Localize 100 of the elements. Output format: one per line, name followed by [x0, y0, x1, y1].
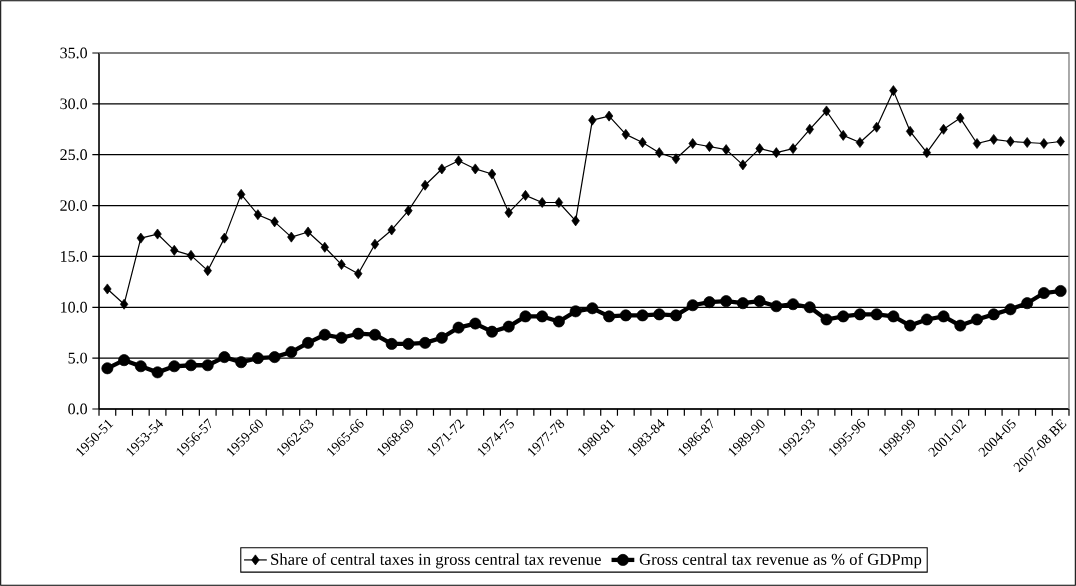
point [887, 310, 900, 323]
point [920, 313, 933, 326]
point [939, 123, 948, 135]
y-tick-label: 25.0 [60, 149, 88, 161]
point [320, 241, 329, 253]
point [170, 244, 179, 256]
point [956, 112, 965, 124]
y-tick-label: 0.0 [68, 403, 88, 415]
point [1039, 138, 1049, 149]
point [1006, 136, 1015, 147]
point [571, 215, 580, 227]
point [653, 308, 666, 321]
point [569, 305, 582, 318]
legend-label: Gross central tax revenue as % of GDPmp [639, 553, 922, 569]
point [487, 168, 497, 180]
point [270, 216, 279, 228]
point [235, 356, 248, 369]
point [253, 209, 263, 221]
point [471, 163, 480, 175]
point [134, 360, 147, 373]
point [822, 105, 831, 117]
point [302, 336, 314, 349]
point [870, 308, 883, 321]
point [369, 328, 381, 341]
point [201, 359, 214, 372]
point [1023, 137, 1032, 148]
y-tick-label: 10.0 [61, 301, 88, 313]
point [905, 125, 915, 137]
point [251, 352, 264, 365]
point [554, 197, 564, 208]
point [586, 302, 599, 315]
point [770, 300, 783, 313]
point [872, 121, 881, 133]
point [755, 143, 764, 155]
point [402, 337, 415, 350]
point [922, 147, 931, 159]
point [855, 137, 865, 148]
point [989, 134, 998, 145]
point [705, 141, 714, 152]
point [552, 315, 565, 328]
point [352, 327, 365, 340]
point [1037, 287, 1050, 299]
point [502, 320, 515, 333]
point [101, 362, 114, 375]
point [621, 128, 630, 140]
point [268, 351, 281, 364]
point [218, 351, 231, 364]
point [987, 308, 1000, 321]
point [136, 232, 145, 244]
point [435, 331, 448, 344]
point [454, 155, 463, 167]
point [185, 359, 197, 372]
point [1054, 285, 1067, 297]
point [1021, 297, 1034, 310]
point [318, 328, 331, 341]
point [335, 331, 348, 344]
point [452, 321, 465, 334]
point [854, 308, 866, 321]
point [1056, 136, 1065, 147]
point [753, 295, 766, 308]
y-tick-label: 5.0 [68, 352, 88, 364]
point [420, 179, 430, 191]
y-tick-label: 30.0 [60, 98, 88, 110]
point [788, 143, 798, 155]
point [151, 366, 164, 379]
y-tick-label: 15.0 [61, 250, 88, 262]
point [486, 325, 498, 338]
point [638, 137, 647, 148]
point [220, 232, 229, 244]
point [904, 319, 917, 332]
y-tick-label: 35.0 [60, 47, 88, 59]
point [469, 317, 482, 330]
point [370, 238, 380, 250]
point [103, 283, 112, 295]
point [354, 268, 363, 280]
point [287, 231, 296, 243]
point [820, 313, 833, 326]
point [519, 310, 532, 323]
point [837, 310, 850, 323]
point [203, 265, 212, 277]
point [686, 299, 699, 312]
point [954, 319, 967, 332]
point [285, 346, 298, 358]
point [118, 354, 131, 367]
point [387, 224, 396, 236]
point [670, 309, 682, 322]
point [119, 298, 129, 310]
point [889, 85, 898, 97]
point [303, 226, 313, 238]
point [1004, 303, 1017, 316]
point [772, 147, 781, 159]
point [521, 189, 530, 201]
point [803, 301, 816, 314]
point [385, 337, 398, 350]
point [972, 138, 982, 149]
point [805, 123, 814, 135]
point [504, 207, 513, 219]
point [720, 295, 733, 308]
point [703, 296, 716, 309]
point [538, 197, 547, 208]
